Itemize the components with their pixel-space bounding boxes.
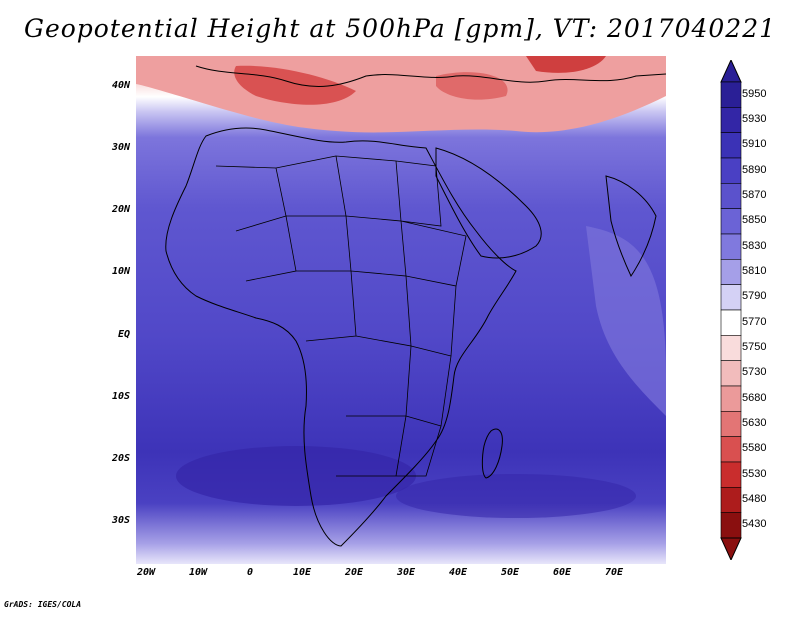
lat-label-10n: 10N — [111, 266, 130, 277]
lon-label-10w: 10W — [188, 567, 208, 578]
colorbar-label-5790: 5790 — [742, 290, 767, 303]
colorbar-label-5480: 5480 — [742, 493, 767, 505]
lat-label-eq: EQ — [117, 329, 130, 340]
lat-label-40n: 40N — [111, 80, 130, 91]
arabian-peninsula — [435, 147, 542, 259]
colorbar-swatch-5930 — [720, 107, 742, 133]
colorbar-label-5770: 5770 — [742, 315, 767, 328]
lon-label-40e: 40E — [448, 567, 468, 578]
colorbar-top-arrow — [720, 60, 742, 83]
country-borders — [215, 155, 467, 477]
lon-label-60e: 60E — [552, 567, 572, 578]
colorbar-swatch-5770 — [720, 309, 742, 336]
colorbar-swatch-5580 — [720, 436, 742, 463]
colorbar-swatch-5730 — [720, 360, 742, 387]
colorbar-swatch-5630 — [720, 411, 742, 437]
geopotential-map — [136, 56, 666, 564]
lon-label-50e: 50E — [500, 567, 520, 578]
africa-coastline — [165, 127, 517, 547]
lat-label-20n: 20N — [111, 204, 130, 215]
lon-label-0: 0 — [246, 567, 254, 578]
colorbar-swatch-5810 — [720, 259, 742, 285]
colorbar-swatch-5950 — [720, 81, 742, 108]
colorbar-swatch-5830 — [720, 233, 742, 260]
colorbar-bottom-arrow — [720, 537, 742, 560]
colorbar-swatch-5910 — [720, 132, 742, 159]
dark-red-core-east — [436, 72, 508, 100]
colorbar-label-5630: 5630 — [742, 417, 767, 429]
lon-label-30e: 30E — [396, 567, 416, 578]
lon-label-20w: 20W — [136, 567, 156, 578]
colorbar-label-5730: 5730 — [742, 366, 767, 379]
colorbar-swatch-5790 — [720, 284, 742, 311]
light-blue-indian-ocean — [586, 226, 666, 416]
colorbar-label-5750: 5750 — [742, 341, 767, 353]
colorbar — [720, 60, 742, 560]
chart-title: Geopotential Height at 500hPa [gpm], VT:… — [23, 14, 777, 43]
colorbar-label-5910: 5910 — [742, 138, 767, 151]
europe-coastline — [195, 65, 666, 87]
madagascar — [481, 428, 503, 479]
lat-label-20s: 20S — [111, 453, 130, 464]
lat-label-10s: 10S — [111, 391, 130, 402]
india-coastline — [605, 175, 657, 278]
lat-label-30n: 30N — [111, 142, 130, 153]
deep-blue-region-east — [396, 474, 636, 518]
grads-credit: GrADS: IGES/COLA — [4, 600, 82, 609]
colorbar-swatch-5530 — [720, 461, 742, 488]
colorbar-label-5580: 5580 — [742, 442, 767, 455]
dark-red-core-ne — [526, 56, 606, 73]
colorbar-swatch-5430 — [720, 512, 742, 539]
colorbar-label-5430: 5430 — [742, 518, 767, 531]
colorbar-label-5930: 5930 — [742, 113, 767, 125]
colorbar-swatch-5750 — [720, 335, 742, 361]
colorbar-swatch-5890 — [720, 157, 742, 184]
lon-label-70e: 70E — [604, 567, 624, 578]
colorbar-label-5830: 5830 — [742, 239, 767, 252]
colorbar-label-5810: 5810 — [742, 265, 767, 277]
colorbar-swatch-5680 — [720, 385, 742, 412]
colorbar-label-5680: 5680 — [742, 391, 767, 404]
lon-label-20e: 20E — [344, 567, 364, 578]
colorbar-label-5950: 5950 — [742, 87, 767, 100]
lat-label-30s: 30S — [111, 515, 130, 526]
deep-blue-region — [176, 446, 416, 506]
colorbar-label-5870: 5870 — [742, 189, 767, 201]
colorbar-swatch-5480 — [720, 487, 742, 513]
colorbar-swatch-5870 — [720, 183, 742, 209]
dark-red-core — [234, 65, 356, 105]
colorbar-swatch-5850 — [720, 208, 742, 235]
colorbar-label-5530: 5530 — [742, 467, 767, 480]
lon-label-10e: 10E — [292, 567, 312, 578]
colorbar-label-5850: 5850 — [742, 214, 767, 227]
colorbar-label-5890: 5890 — [742, 163, 767, 176]
